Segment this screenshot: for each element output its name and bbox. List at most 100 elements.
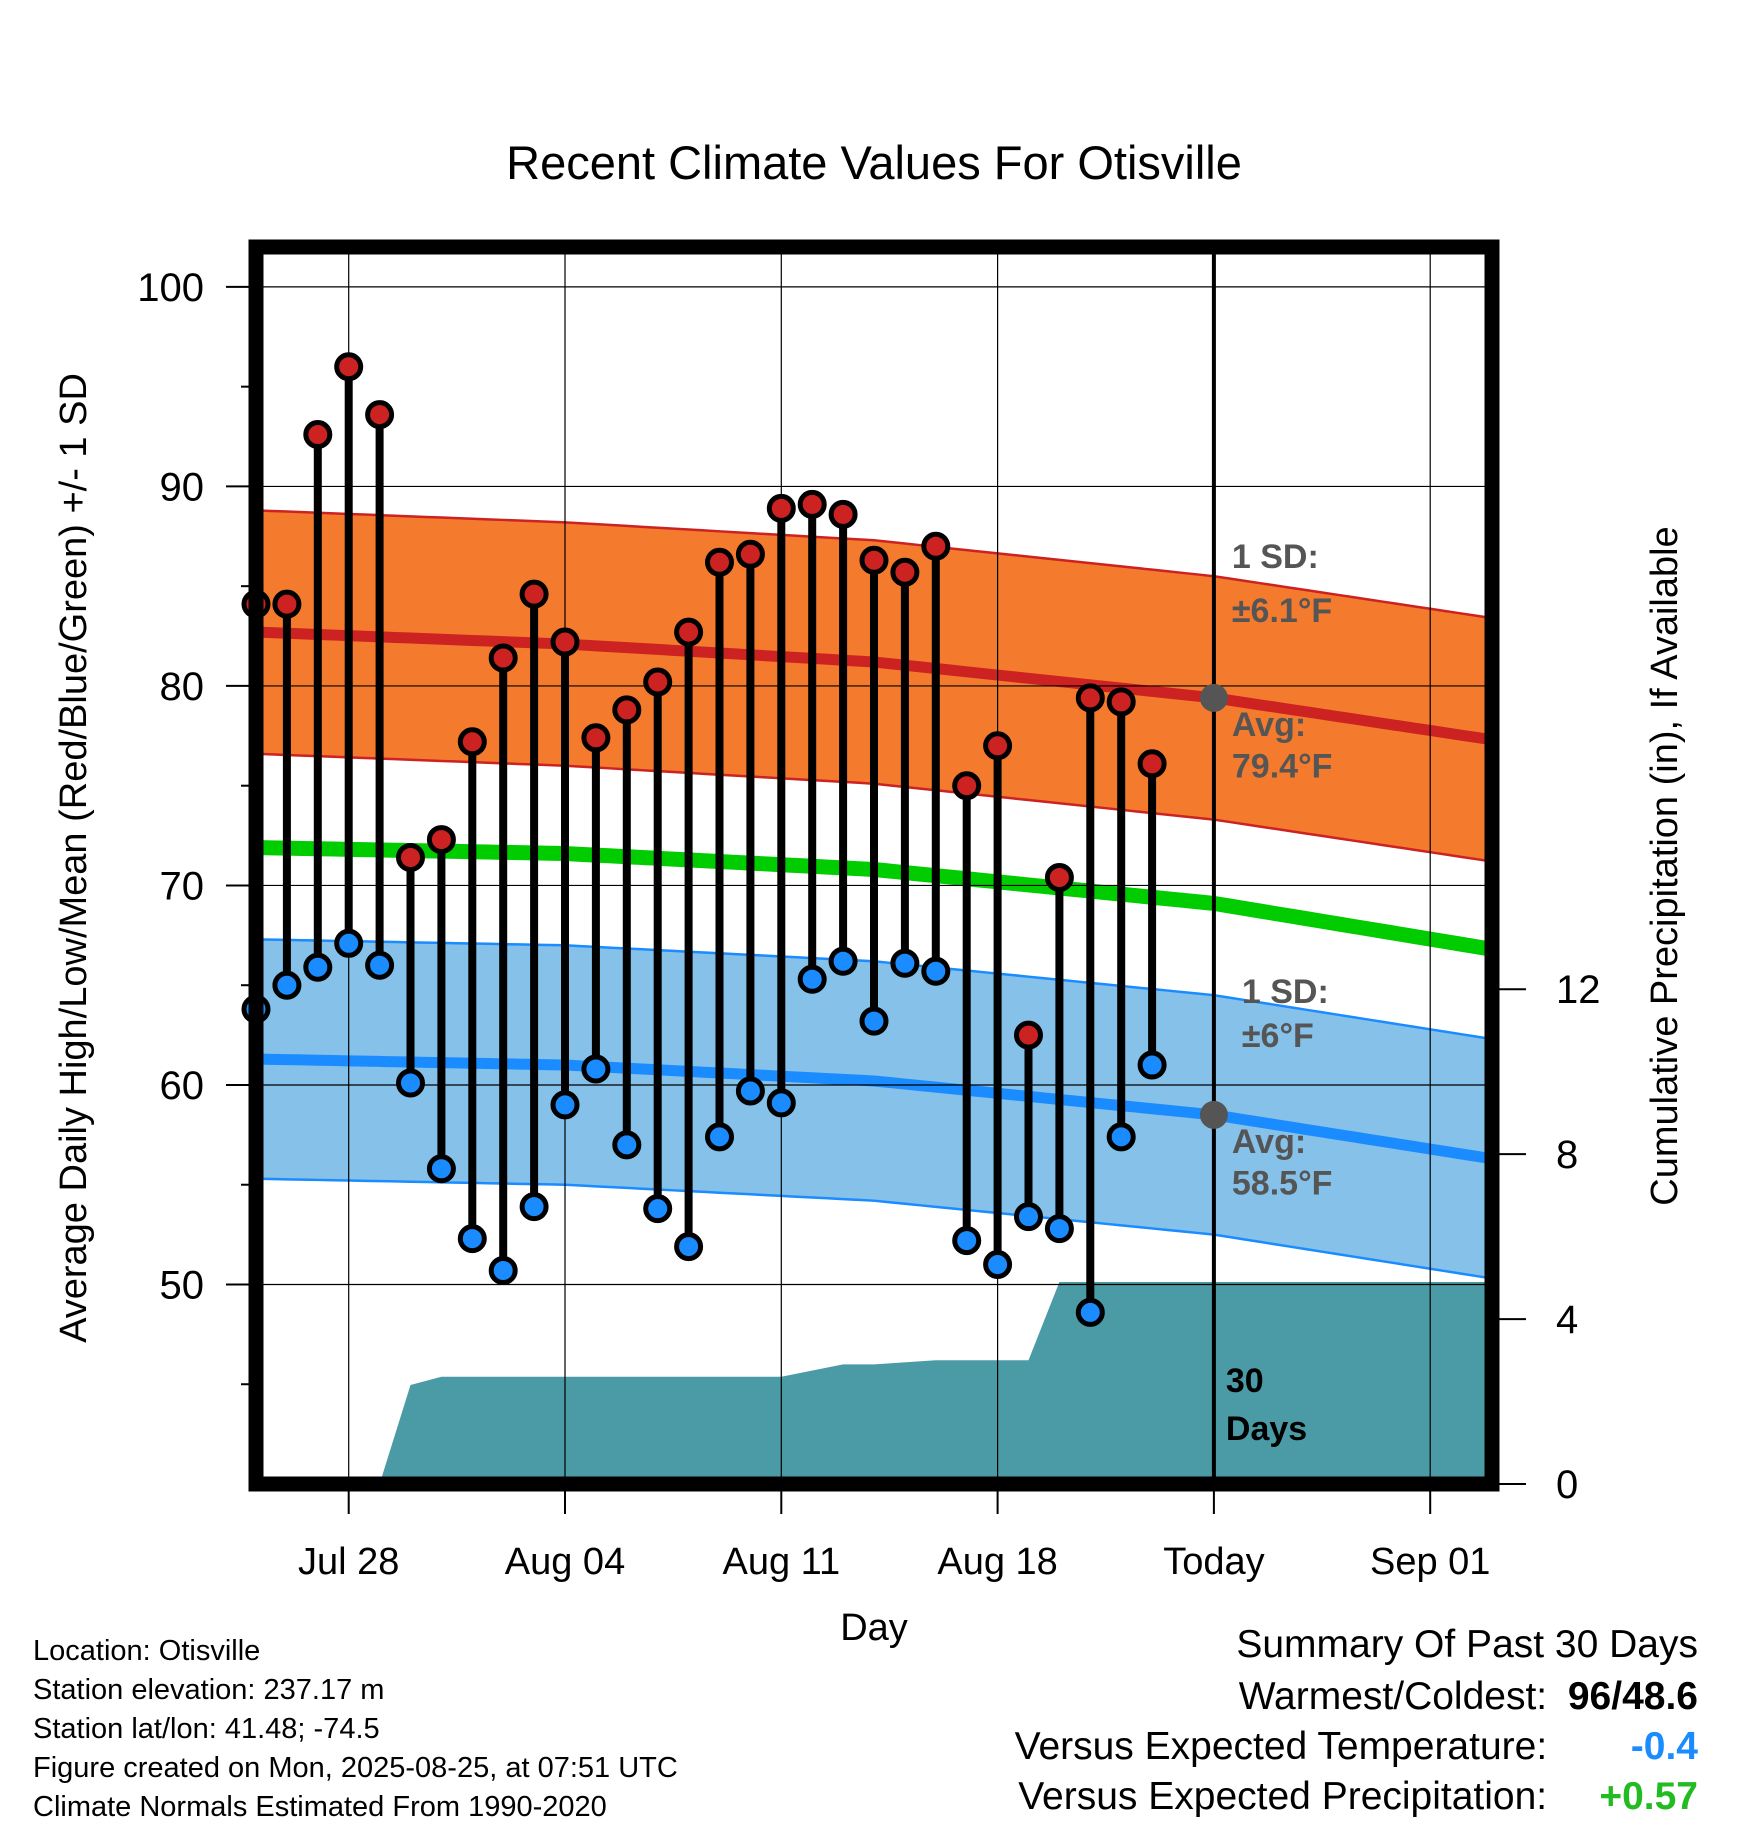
- daily-high-point: [890, 557, 920, 587]
- plot-frame: [248, 239, 1500, 1492]
- x-tick-label: Jul 28: [298, 1541, 399, 1583]
- daily-high-point: [828, 499, 858, 529]
- daily-high-point: [550, 627, 580, 657]
- y2-tick-label: 0: [1556, 1463, 1578, 1507]
- daily-high-point: [766, 493, 796, 523]
- daily-low-point: [1137, 1050, 1167, 1080]
- normal-low-line: [256, 1053, 1492, 1165]
- daily-low-point: [1044, 1214, 1074, 1244]
- daily-high-point: [1137, 749, 1167, 779]
- daily-high-point: [859, 545, 889, 575]
- daily-high-point: [457, 727, 487, 757]
- today-high-normal-marker: [1199, 683, 1228, 712]
- daily-low-point: [1014, 1202, 1043, 1232]
- daily-high-point: [797, 489, 827, 519]
- summary-temperature: Versus Expected Temperature: -0.4: [1015, 1724, 1698, 1770]
- daily-low-point: [735, 1076, 765, 1106]
- daily-low-point: [334, 928, 364, 958]
- daily-high-point: [272, 589, 302, 619]
- daily-low-point: [396, 1068, 425, 1098]
- daily-high-point: [952, 771, 982, 801]
- y-tick-label: 90: [160, 465, 205, 509]
- daily-low-point: [612, 1130, 642, 1160]
- daily-high-point: [334, 352, 364, 382]
- daily-high-point: [612, 695, 642, 725]
- summary-title: Summary Of Past 30 Days: [1236, 1623, 1698, 1666]
- daily-low-point: [550, 1090, 580, 1120]
- high-sd-value-annotation: ±6.1°F: [1232, 592, 1332, 630]
- low-sd-value-annotation: ±6°F: [1242, 1017, 1314, 1055]
- daily-low-point: [921, 956, 951, 986]
- high-sd-annotation: 1 SD:: [1232, 538, 1319, 576]
- daily-low-point: [705, 1122, 734, 1152]
- latlon-line: Station lat/lon: 41.48; -74.5: [33, 1713, 380, 1745]
- days-count-annotation: 30: [1226, 1362, 1264, 1400]
- temperature-label: Versus Expected Temperature:: [1014, 1725, 1548, 1768]
- temperature-value: -0.4: [1630, 1725, 1698, 1768]
- daily-low-point: [519, 1192, 549, 1222]
- daily-low-point: [674, 1232, 704, 1262]
- normals-line: Climate Normals Estimated From 1990-2020: [33, 1791, 607, 1823]
- summary-precipitation: Versus Expected Precipitation: +0.57: [1018, 1774, 1698, 1820]
- low-sd-annotation: 1 SD:: [1242, 973, 1329, 1011]
- low-avg-annotation: Avg:: [1232, 1123, 1306, 1161]
- low-avg-value-annotation: 58.5°F: [1232, 1165, 1333, 1203]
- y-tick-label: 60: [160, 1064, 205, 1108]
- y2-tick-label: 8: [1556, 1133, 1578, 1177]
- high-avg-annotation: Avg:: [1232, 706, 1306, 744]
- chart-title: Recent Climate Values For Otisville: [506, 136, 1242, 189]
- summary-warmest-coldest: Warmest/Coldest: 96/48.6: [1239, 1674, 1698, 1720]
- plot-area: 1 SD: ±6.1°F Avg: 79.4°F 1 SD: ±6°F Avg: 58.5°F…: [137, 239, 1601, 1583]
- x-tick-label: Sep 01: [1370, 1541, 1490, 1583]
- daily-low-point: [426, 1154, 456, 1184]
- daily-low-point: [1106, 1122, 1136, 1152]
- days-label-annotation: Days: [1226, 1410, 1307, 1448]
- daily-low-point: [859, 1006, 889, 1036]
- daily-low-point: [643, 1194, 673, 1224]
- daily-high-point: [1044, 862, 1074, 892]
- daily-low-point: [365, 950, 395, 980]
- daily-low-point: [488, 1256, 518, 1286]
- warmest-coldest-label: Warmest/Coldest:: [1238, 1675, 1548, 1718]
- daily-high-point: [674, 617, 704, 647]
- daily-low-point: [766, 1088, 796, 1118]
- daily-high-point: [921, 531, 951, 561]
- daily-high-point: [396, 843, 425, 873]
- daily-high-point: [983, 731, 1013, 761]
- x-tick-label: Aug 04: [505, 1541, 625, 1583]
- daily-high-point: [735, 539, 765, 569]
- daily-high-point: [1106, 687, 1136, 717]
- daily-high-point: [581, 723, 611, 753]
- daily-high-point: [519, 579, 549, 609]
- daily-high-point: [705, 547, 734, 577]
- daily-low-point: [303, 952, 333, 982]
- warmest-value: 96: [1567, 1675, 1612, 1718]
- y-tick-label: 100: [137, 266, 204, 310]
- daily-low-point: [797, 964, 827, 994]
- x-tick-label: Aug 11: [722, 1541, 840, 1583]
- y-tick-label: 80: [160, 665, 205, 709]
- y2-tick-label: 4: [1556, 1298, 1578, 1342]
- elevation-line: Station elevation: 237.17 m: [33, 1674, 385, 1706]
- daily-high-point: [303, 420, 333, 450]
- daily-high-point: [643, 667, 673, 697]
- precipitation-value: +0.57: [1599, 1775, 1698, 1818]
- value-separator: /: [1611, 1675, 1623, 1718]
- high-sd-upper-edge: [256, 509, 1492, 620]
- daily-high-point: [365, 400, 395, 430]
- y-tick-label: 50: [160, 1263, 205, 1307]
- daily-low-point: [1075, 1297, 1105, 1327]
- daily-low-point: [581, 1054, 611, 1084]
- y2-tick-label: 12: [1556, 968, 1601, 1012]
- y-tick-label: 70: [160, 864, 205, 908]
- y-axis-label: Average Daily High/Low/Mean (Red/Blue/Gr…: [53, 373, 95, 1343]
- daily-low-point: [890, 948, 920, 978]
- daily-high-point: [1014, 1020, 1043, 1050]
- daily-high-point: [1075, 683, 1105, 713]
- daily-low-point: [272, 970, 302, 1000]
- location-line: Location: Otisville: [33, 1635, 261, 1667]
- precipitation-area: [379, 1281, 1492, 1484]
- daily-low-point: [457, 1224, 487, 1254]
- low-sd-lower-edge: [256, 1177, 1492, 1280]
